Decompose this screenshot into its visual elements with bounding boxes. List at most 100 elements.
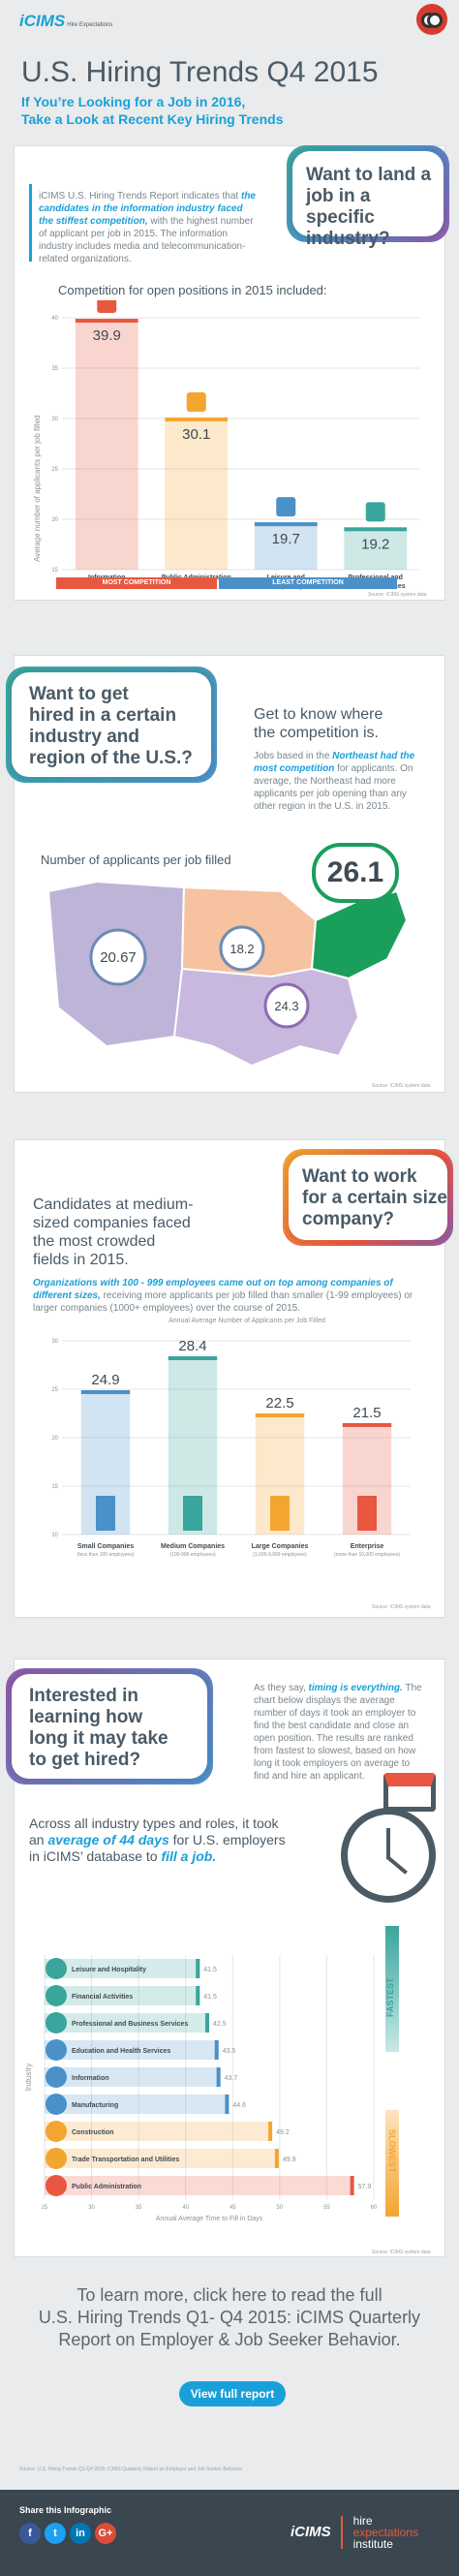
industry-icon [46, 2094, 67, 2115]
industry-intro: iCIMS U.S. Hiring Trends Report indicate… [39, 191, 256, 264]
time-lead: Across all industry types and roles, it … [29, 1816, 286, 1864]
industry-icon [46, 2012, 67, 2033]
y-tick-label: 30 [51, 417, 58, 422]
bar-cap [196, 1959, 200, 1978]
linkedin-icon[interactable]: in [70, 2523, 91, 2544]
bar-cap [254, 522, 318, 527]
x-tick-label: 30 [88, 2205, 95, 2211]
building-icon [270, 1496, 290, 1531]
bar-professional-and-business-services [344, 527, 408, 570]
data-label: 19.7 [272, 531, 300, 547]
googleplus-icon[interactable]: G+ [95, 2523, 116, 2544]
bar-cap [344, 527, 408, 532]
industry-icon [46, 1958, 67, 1979]
bar-cap [350, 2176, 354, 2195]
subcategory-label: (1,000-9,999 employees) [253, 1552, 307, 1558]
y-tick-label: 15 [51, 1484, 58, 1490]
bar-cap [214, 2040, 219, 2060]
map-value-west: 20.67 [100, 949, 137, 966]
icims-logo[interactable]: iCIMS Hire Expectations [19, 12, 113, 30]
y-tick-label: 25 [51, 1387, 58, 1393]
footer-brand[interactable]: iCIMS hire expectations institute [291, 2514, 418, 2551]
bar-cap [274, 2149, 279, 2168]
bar-financial-activities [45, 1986, 200, 2005]
y-tick-label: 25 [51, 467, 58, 473]
bar-manufacturing [45, 2095, 230, 2114]
subcategory-label: (100-999 employees) [169, 1552, 216, 1558]
data-label: 22.5 [265, 1395, 293, 1412]
industry-icon [46, 2066, 67, 2088]
size-source: Source: iCIMS system data [372, 1604, 431, 1610]
bar-cap [216, 2067, 221, 2087]
bar-cap [80, 1390, 131, 1394]
x-tick-label: 60 [371, 2205, 378, 2211]
view-report-button[interactable]: View full report [179, 2381, 286, 2406]
bar-leisure-and-hospitality [45, 1959, 200, 1978]
category-label: Information [72, 2075, 109, 2082]
facebook-icon[interactable]: f [19, 2523, 41, 2544]
bar-information [75, 319, 138, 570]
data-label: 21.5 [352, 1405, 381, 1421]
slowest-indicator: SLOWEST [382, 2110, 403, 2226]
time-source: Source: iCIMS system data [372, 2250, 431, 2255]
x-tick-label: 55 [323, 2205, 330, 2211]
x-axis-label: Annual Average Time to Fill in Days [156, 2216, 263, 2222]
y-tick-label: 40 [51, 316, 58, 322]
twitter-icon[interactable]: t [45, 2523, 66, 2544]
map-source: Source: iCIMS system data [372, 1083, 431, 1089]
y-tick-label: 10 [51, 1533, 58, 1538]
y-tick-label: 35 [51, 366, 58, 372]
category-label: Education and Health Services [72, 2048, 170, 2055]
building-icon [183, 1496, 202, 1531]
industry-icon [97, 300, 117, 314]
bar-cap [225, 2095, 230, 2114]
y-tick-label: 30 [51, 1339, 58, 1345]
time-to-fill-chart: 25 30 35 40 45 50 55 60 Annual Average Time to F… [24, 1955, 378, 2222]
bar-cap [75, 319, 138, 324]
category-label: Large Companies [252, 1543, 309, 1550]
owl-mascot-icon [416, 4, 447, 35]
question-bubble: Want to land a job in a specific industr… [292, 151, 444, 249]
region-question-bubble: Want to get hired in a certain industry … [12, 672, 211, 777]
northeast-highlight [312, 843, 399, 903]
calendar-icon [383, 1773, 436, 1812]
bar-cap [168, 1356, 218, 1360]
map-region-south [172, 967, 360, 1068]
category-label: Medium Companies [161, 1543, 225, 1550]
category-label: Public Administration [72, 2184, 141, 2190]
industry-icon [46, 1985, 67, 2006]
region-lead: Get to know where the competition is. [254, 706, 383, 741]
industry-icon [46, 2148, 67, 2169]
cta-text[interactable]: To learn more, click here to read the fu… [38, 2285, 421, 2349]
data-label: 57.9 [358, 2184, 372, 2190]
bar-professional-and-business-services [45, 2013, 209, 2033]
category-label: Trade Transportation and Utilities [72, 2157, 179, 2163]
category-label: Small Companies [77, 1543, 134, 1550]
size-lead: Candidates at medium- sized companies fa… [33, 1196, 194, 1268]
data-label: 39.9 [93, 327, 121, 344]
category-label: Enterprise [351, 1543, 384, 1550]
industry-icon [46, 2039, 67, 2061]
industry-icon [46, 2121, 67, 2142]
industry-source: Source: iCIMS system data [368, 592, 427, 598]
category-label: Leisure and Hospitality [72, 1967, 146, 1973]
map-region-northeast [310, 889, 409, 980]
x-tick-label: 50 [277, 2205, 284, 2211]
industry-icon [186, 391, 206, 412]
bar-information [45, 2067, 221, 2087]
building-icon [96, 1496, 115, 1531]
page-title: U.S. Hiring Trends Q4 2015 [21, 56, 379, 88]
bar-cap [268, 2122, 273, 2141]
data-label: 19.2 [361, 536, 389, 552]
data-label: 43.7 [225, 2075, 238, 2082]
time-text: As they say, timing is everything. The c… [254, 1683, 422, 1782]
x-tick-label: 25 [42, 2205, 48, 2211]
industry-icon [365, 502, 385, 522]
clock-icon [341, 1808, 436, 1903]
x-tick-label: 40 [182, 2205, 189, 2211]
size-chart-title: Annual Average Number of Applicants per … [168, 1318, 325, 1324]
y-tick-label: 20 [51, 517, 58, 523]
data-label: 28.4 [178, 1338, 206, 1354]
data-label: 41.5 [203, 1967, 217, 1973]
industry-icon [46, 2175, 67, 2196]
